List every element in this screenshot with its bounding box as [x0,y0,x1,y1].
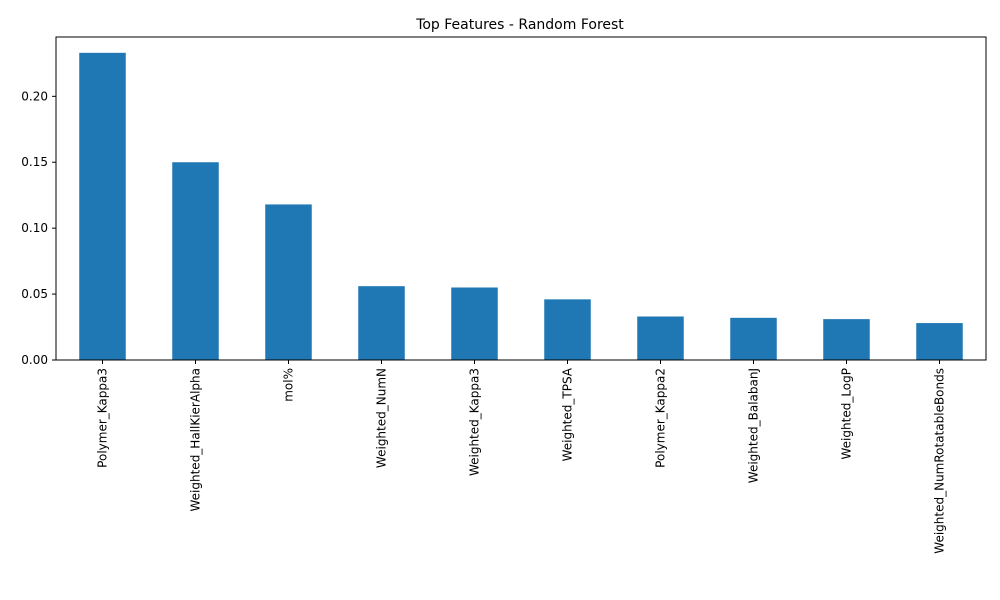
bar-weighted-hallkieralpha [172,162,219,360]
y-tick-label: 0.00 [21,353,48,367]
x-tick-label: mol% [282,368,296,402]
x-tick-label: Weighted_LogP [840,368,854,459]
plot-frame [55,36,987,361]
x-tick-label: Weighted_NumRotatableBonds [933,368,947,554]
y-tick-label: 0.20 [21,89,48,103]
bar-weighted-tpsa [544,299,591,360]
x-axis: Polymer_Kappa3 Weighted_HallKierAlpha mol%… [96,360,947,554]
bar-polymer-kappa3 [79,52,126,361]
x-tick-label: Weighted_BalabanJ [747,368,761,483]
x-tick-label: Polymer_Kappa2 [654,368,668,468]
y-tick-label: 0.05 [21,287,48,301]
bar-weighted-kappa3 [451,287,498,360]
x-tick-label: Weighted_HallKierAlpha [189,368,203,512]
chart-title: Top Features - Random Forest [415,17,624,33]
bar-polymer-kappa2 [637,316,684,360]
y-tick-label: 0.15 [21,155,48,169]
x-tick-label: Weighted_TPSA [561,367,575,461]
y-axis: 0.00 0.05 0.10 0.15 0.20 [21,89,56,367]
bar-weighted-numn [358,286,405,360]
bars-layer [79,52,963,361]
y-tick-label: 0.10 [21,221,48,235]
x-tick-label: Weighted_NumN [375,368,389,468]
bar-weighted-numrotatablebonds [916,323,963,360]
x-tick-label: Polymer_Kappa3 [96,368,110,468]
bar-mol- [265,204,312,360]
x-tick-label: Weighted_Kappa3 [468,368,482,476]
bar-weighted-logp [823,319,870,360]
bar-weighted-balabanj [730,317,777,360]
